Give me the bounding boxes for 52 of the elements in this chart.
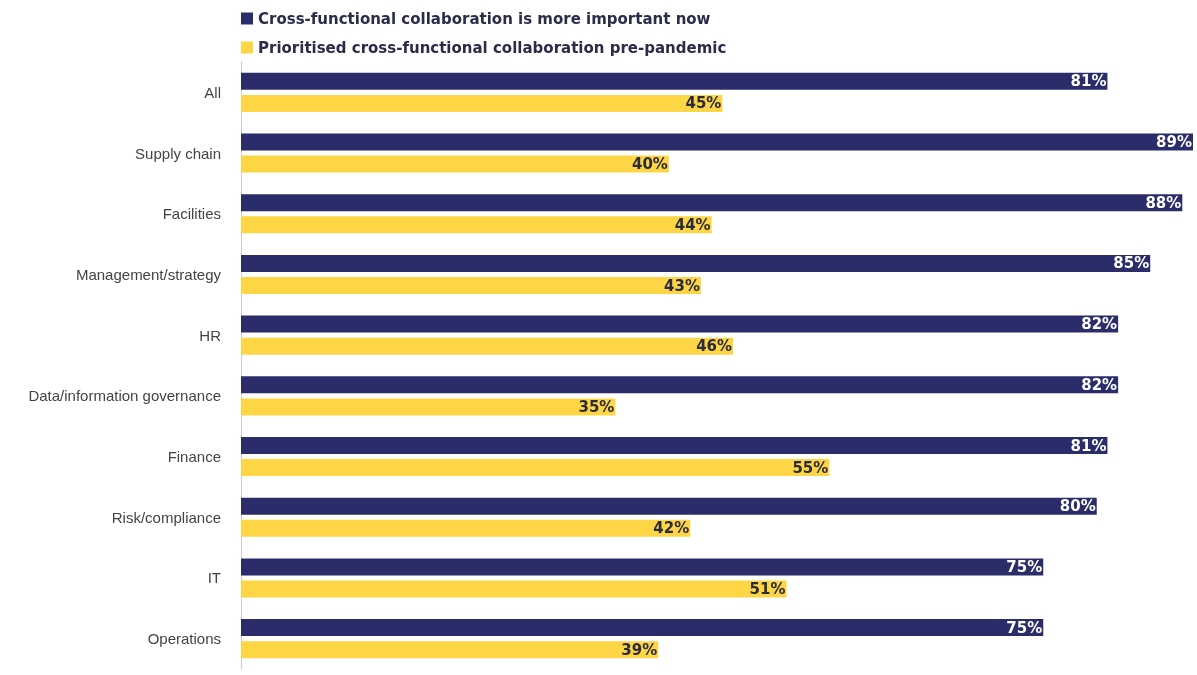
- bar: [241, 155, 669, 173]
- bar: [241, 398, 616, 416]
- data-label: 45%: [685, 94, 722, 113]
- data-label: 42%: [653, 519, 690, 538]
- bar: [241, 254, 1151, 272]
- y-tick-label: Risk/compliance: [111, 508, 221, 526]
- data-label: 82%: [1081, 315, 1118, 334]
- data-label: 89%: [1156, 133, 1192, 151]
- bar: [241, 580, 787, 598]
- data-label: 55%: [792, 458, 829, 477]
- y-tick-label: Facilities: [162, 205, 221, 223]
- data-label: 82%: [1081, 375, 1118, 394]
- y-tick-label: Data/information governance: [28, 387, 221, 405]
- data-label: 40%: [631, 155, 668, 174]
- bar: [241, 315, 1119, 333]
- data-label: 75%: [1006, 618, 1043, 637]
- y-tick-label: HR: [199, 326, 222, 344]
- bar: [241, 94, 723, 112]
- data-label: 81%: [1070, 436, 1107, 455]
- bar: [241, 558, 1044, 576]
- bar: [241, 376, 1119, 394]
- bar: [241, 619, 1044, 637]
- bar: [241, 497, 1097, 515]
- data-label: 43%: [664, 276, 700, 295]
- y-tick-label: Management/strategy: [75, 265, 222, 283]
- data-label: 46%: [696, 337, 733, 356]
- data-label: 51%: [749, 580, 786, 598]
- bar: [241, 133, 1193, 151]
- y-tick-label: Finance: [167, 448, 221, 466]
- data-label: 35%: [578, 397, 615, 416]
- data-label: 44%: [674, 215, 711, 234]
- bar: [241, 437, 1108, 454]
- legend-label: Prioritised cross-functional collaboration pre-pandemic: [258, 38, 727, 57]
- bar: [241, 277, 701, 294]
- bar: [241, 194, 1183, 212]
- bar: [241, 459, 830, 477]
- data-label: 75%: [1006, 557, 1043, 576]
- y-tick-label: Operations: [147, 630, 221, 648]
- bar: [241, 641, 659, 659]
- bar: [241, 337, 734, 355]
- y-tick-label: Supply chain: [135, 144, 221, 162]
- data-label: 80%: [1059, 497, 1096, 516]
- y-tick-label: IT: [207, 569, 221, 587]
- data-label: 88%: [1145, 193, 1182, 212]
- bar: [241, 216, 712, 234]
- data-label: 81%: [1070, 72, 1107, 91]
- data-label: 39%: [621, 640, 658, 659]
- bar: [241, 519, 691, 537]
- bar: [241, 72, 1108, 90]
- legend-label: Cross-functional collaboration is more important now: [258, 9, 711, 28]
- y-tick-label: All: [204, 83, 221, 101]
- data-label: 85%: [1113, 254, 1150, 273]
